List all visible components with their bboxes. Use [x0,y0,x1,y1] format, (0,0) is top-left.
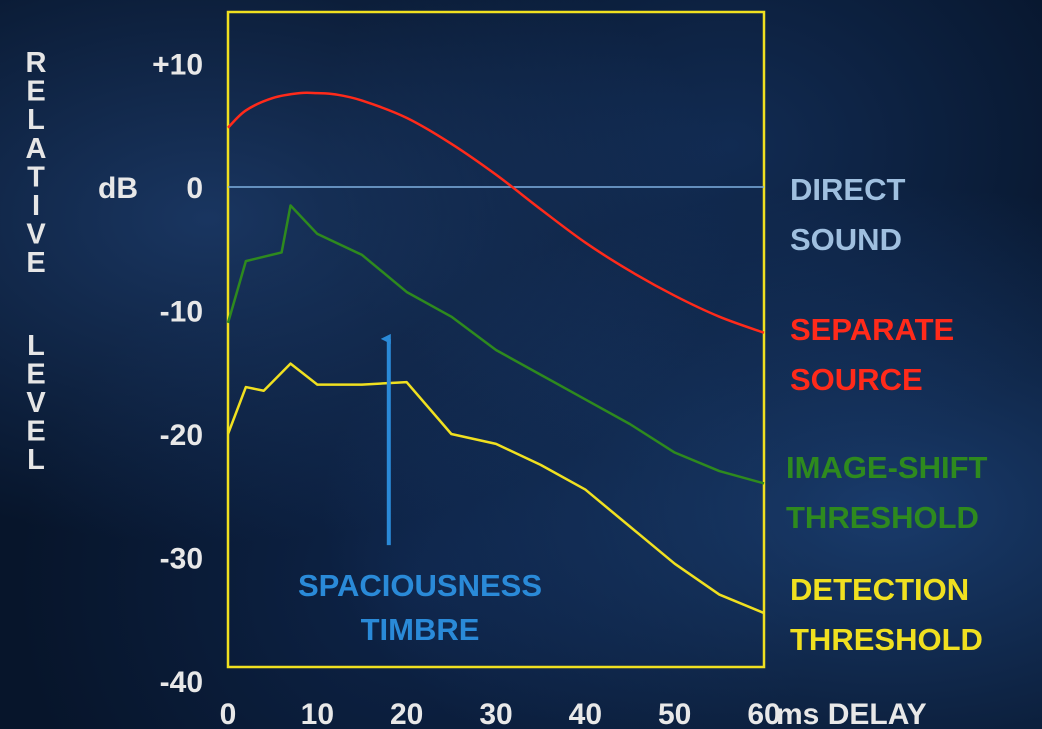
y-axis-label-letter: E [26,76,45,108]
legend-label-separate-source: SEPARATE [790,312,954,347]
x-tick-label: 30 [479,698,512,729]
x-tick-labels: 0 10 20 30 40 50 60 [220,698,781,729]
legend-label-direct-sound: SOUND [790,222,902,257]
annotation-text: SPACIOUSNESS [298,568,542,603]
y-tick-label: -30 [160,543,203,576]
y-axis-label-letter: A [26,133,47,165]
legend-label-image-shift-threshold: THRESHOLD [786,500,979,535]
plot-frame [226,10,766,669]
x-axis-label: ms DELAY [776,698,927,729]
annotation-text: TIMBRE [361,612,480,647]
legend-label-detection-threshold: THRESHOLD [790,622,983,657]
x-tick-label: 10 [301,698,334,729]
y-tick-labels: +10 0 -10 -20 -30 -40 [152,49,203,700]
series-line-detection-threshold [226,362,765,615]
spaciousness-annotation: SPACIOUSNESS TIMBRE [298,333,542,647]
y-axis-label-letter: R [26,47,47,79]
legend: DIRECT SOUND SEPARATE SOURCE IMAGE-SHIFT THRE… [786,172,988,657]
y-tick-label: 0 [186,172,203,205]
y-tick-label: -10 [160,296,203,329]
x-tick-label: 50 [658,698,691,729]
y-axis-label-letter: E [26,416,45,448]
y-tick-label: -40 [160,666,203,699]
y-axis-label-letter: T [27,161,45,193]
x-tick-label: 20 [390,698,423,729]
y-axis-label-letter: L [27,330,45,362]
y-axis-label-letter: E [26,247,45,279]
legend-label-image-shift-threshold: IMAGE-SHIFT [786,450,988,485]
y-axis-label-letter: L [27,444,45,476]
y-tick-label: +10 [152,49,203,82]
y-axis-label-letter: E [26,358,45,390]
y-axis-label-letter: L [27,104,45,136]
series-lines [226,91,765,615]
series-line-separate-source [227,91,765,334]
legend-label-direct-sound: DIRECT [790,172,905,207]
y-axis-label-letter: V [26,387,46,419]
x-tick-label: 40 [569,698,602,729]
series-line-image-shift-threshold [226,204,765,485]
x-tick-label: 60 [747,698,780,729]
y-axis-label-letter: I [32,190,40,222]
legend-label-detection-threshold: DETECTION [790,572,969,607]
x-tick-label: 0 [220,698,237,729]
y-tick-label: -20 [160,419,203,452]
legend-label-separate-source: SOURCE [790,362,923,397]
y-axis-unit: dB [98,172,138,205]
y-axis-label-letter: V [26,219,46,251]
